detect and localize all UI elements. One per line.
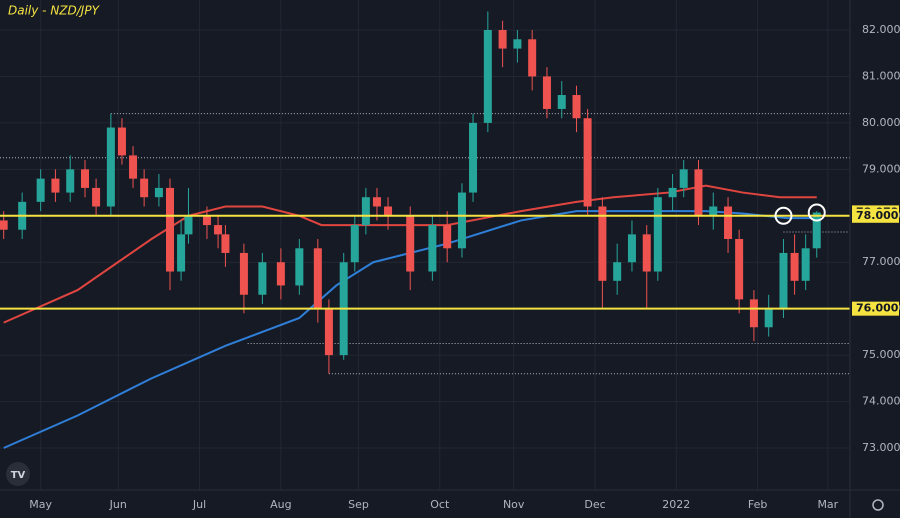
candle-body bbox=[221, 234, 230, 253]
candle-body bbox=[583, 118, 592, 207]
y-tick-label: 73.000 bbox=[862, 441, 900, 454]
candle-body bbox=[528, 39, 537, 77]
x-tick-label: Mar bbox=[817, 498, 838, 511]
candle-body bbox=[613, 262, 622, 281]
candle-body bbox=[801, 248, 810, 281]
price-tag-label: 76.000 bbox=[856, 302, 899, 315]
candle-body bbox=[498, 30, 507, 49]
candle-body bbox=[258, 262, 267, 295]
candle-body bbox=[129, 155, 138, 179]
candle-body bbox=[428, 225, 437, 272]
candle-body bbox=[709, 206, 718, 216]
candle-body bbox=[749, 299, 758, 328]
y-tick-label: 75.000 bbox=[862, 348, 900, 361]
marker-circle bbox=[807, 203, 826, 222]
y-tick-label: 80.000 bbox=[862, 116, 900, 129]
candle-body bbox=[469, 122, 478, 193]
candle-body bbox=[350, 225, 359, 263]
candle-body bbox=[106, 127, 115, 207]
candle-body bbox=[694, 169, 703, 216]
y-tick-label: 79.000 bbox=[862, 162, 900, 175]
settings-icon[interactable] bbox=[872, 499, 884, 511]
candle-body bbox=[779, 252, 788, 309]
x-tick-label: Oct bbox=[430, 498, 450, 511]
price-tag-label: 78.000 bbox=[856, 209, 899, 222]
candle-body bbox=[239, 252, 248, 295]
x-tick-label: Nov bbox=[503, 498, 525, 511]
candle-body bbox=[295, 248, 304, 286]
candle-body bbox=[372, 197, 381, 207]
candle-body bbox=[513, 39, 522, 49]
candle-body bbox=[764, 308, 773, 328]
candle-body bbox=[653, 197, 662, 272]
candle-body bbox=[724, 206, 733, 240]
candle-body bbox=[214, 225, 223, 235]
y-tick-label: 82.000 bbox=[862, 23, 900, 36]
candle-body bbox=[36, 178, 45, 202]
chart-title: Daily - NZD/JPY bbox=[8, 4, 101, 18]
candle-body bbox=[572, 95, 581, 119]
candle-body bbox=[735, 239, 744, 300]
candle-body bbox=[790, 252, 799, 281]
candle-body bbox=[324, 308, 333, 356]
candle-body bbox=[140, 178, 149, 198]
candle-body bbox=[542, 76, 551, 109]
marker-circle bbox=[774, 206, 793, 225]
candle-body bbox=[154, 187, 163, 198]
candle-body bbox=[184, 215, 193, 235]
candle-body bbox=[51, 178, 60, 193]
candle-body bbox=[557, 95, 566, 109]
candle-body bbox=[0, 220, 8, 230]
candle-body bbox=[679, 169, 688, 188]
candle-body bbox=[92, 187, 101, 207]
candle-body bbox=[457, 192, 466, 249]
candle-body bbox=[406, 215, 415, 272]
candle-body bbox=[166, 187, 174, 272]
candle-body bbox=[177, 234, 186, 272]
candle-body bbox=[361, 197, 370, 226]
candle-body bbox=[276, 262, 285, 286]
y-tick-label: 77.000 bbox=[862, 255, 900, 268]
candle-body bbox=[668, 187, 677, 198]
x-tick-label: May bbox=[29, 498, 52, 511]
y-tick-label: 81.000 bbox=[862, 69, 900, 82]
candle-body bbox=[117, 127, 126, 156]
candle-body bbox=[627, 234, 636, 263]
price-tag bbox=[852, 301, 899, 316]
x-tick-label: Jul bbox=[192, 498, 206, 511]
x-tick-label: Sep bbox=[348, 498, 369, 511]
candle-body bbox=[81, 169, 89, 188]
candle-body bbox=[313, 248, 322, 309]
logo: TV bbox=[6, 462, 30, 486]
x-tick-label: Aug bbox=[270, 498, 291, 511]
svg-text:TV: TV bbox=[11, 470, 26, 481]
x-tick-label: Jun bbox=[109, 498, 127, 511]
candle-body bbox=[384, 206, 393, 216]
candle-body bbox=[66, 169, 75, 193]
candle-body bbox=[598, 206, 607, 281]
candle-body bbox=[812, 212, 821, 249]
x-tick-label: Dec bbox=[584, 498, 605, 511]
candle-body bbox=[483, 30, 492, 123]
x-tick-label: Feb bbox=[748, 498, 767, 511]
x-tick-label: 2022 bbox=[662, 498, 690, 511]
price-tag bbox=[852, 208, 899, 223]
y-tick-label: 74.000 bbox=[862, 395, 900, 408]
candle-body bbox=[642, 234, 651, 272]
candle-body bbox=[202, 215, 211, 226]
candle-body bbox=[443, 225, 452, 249]
